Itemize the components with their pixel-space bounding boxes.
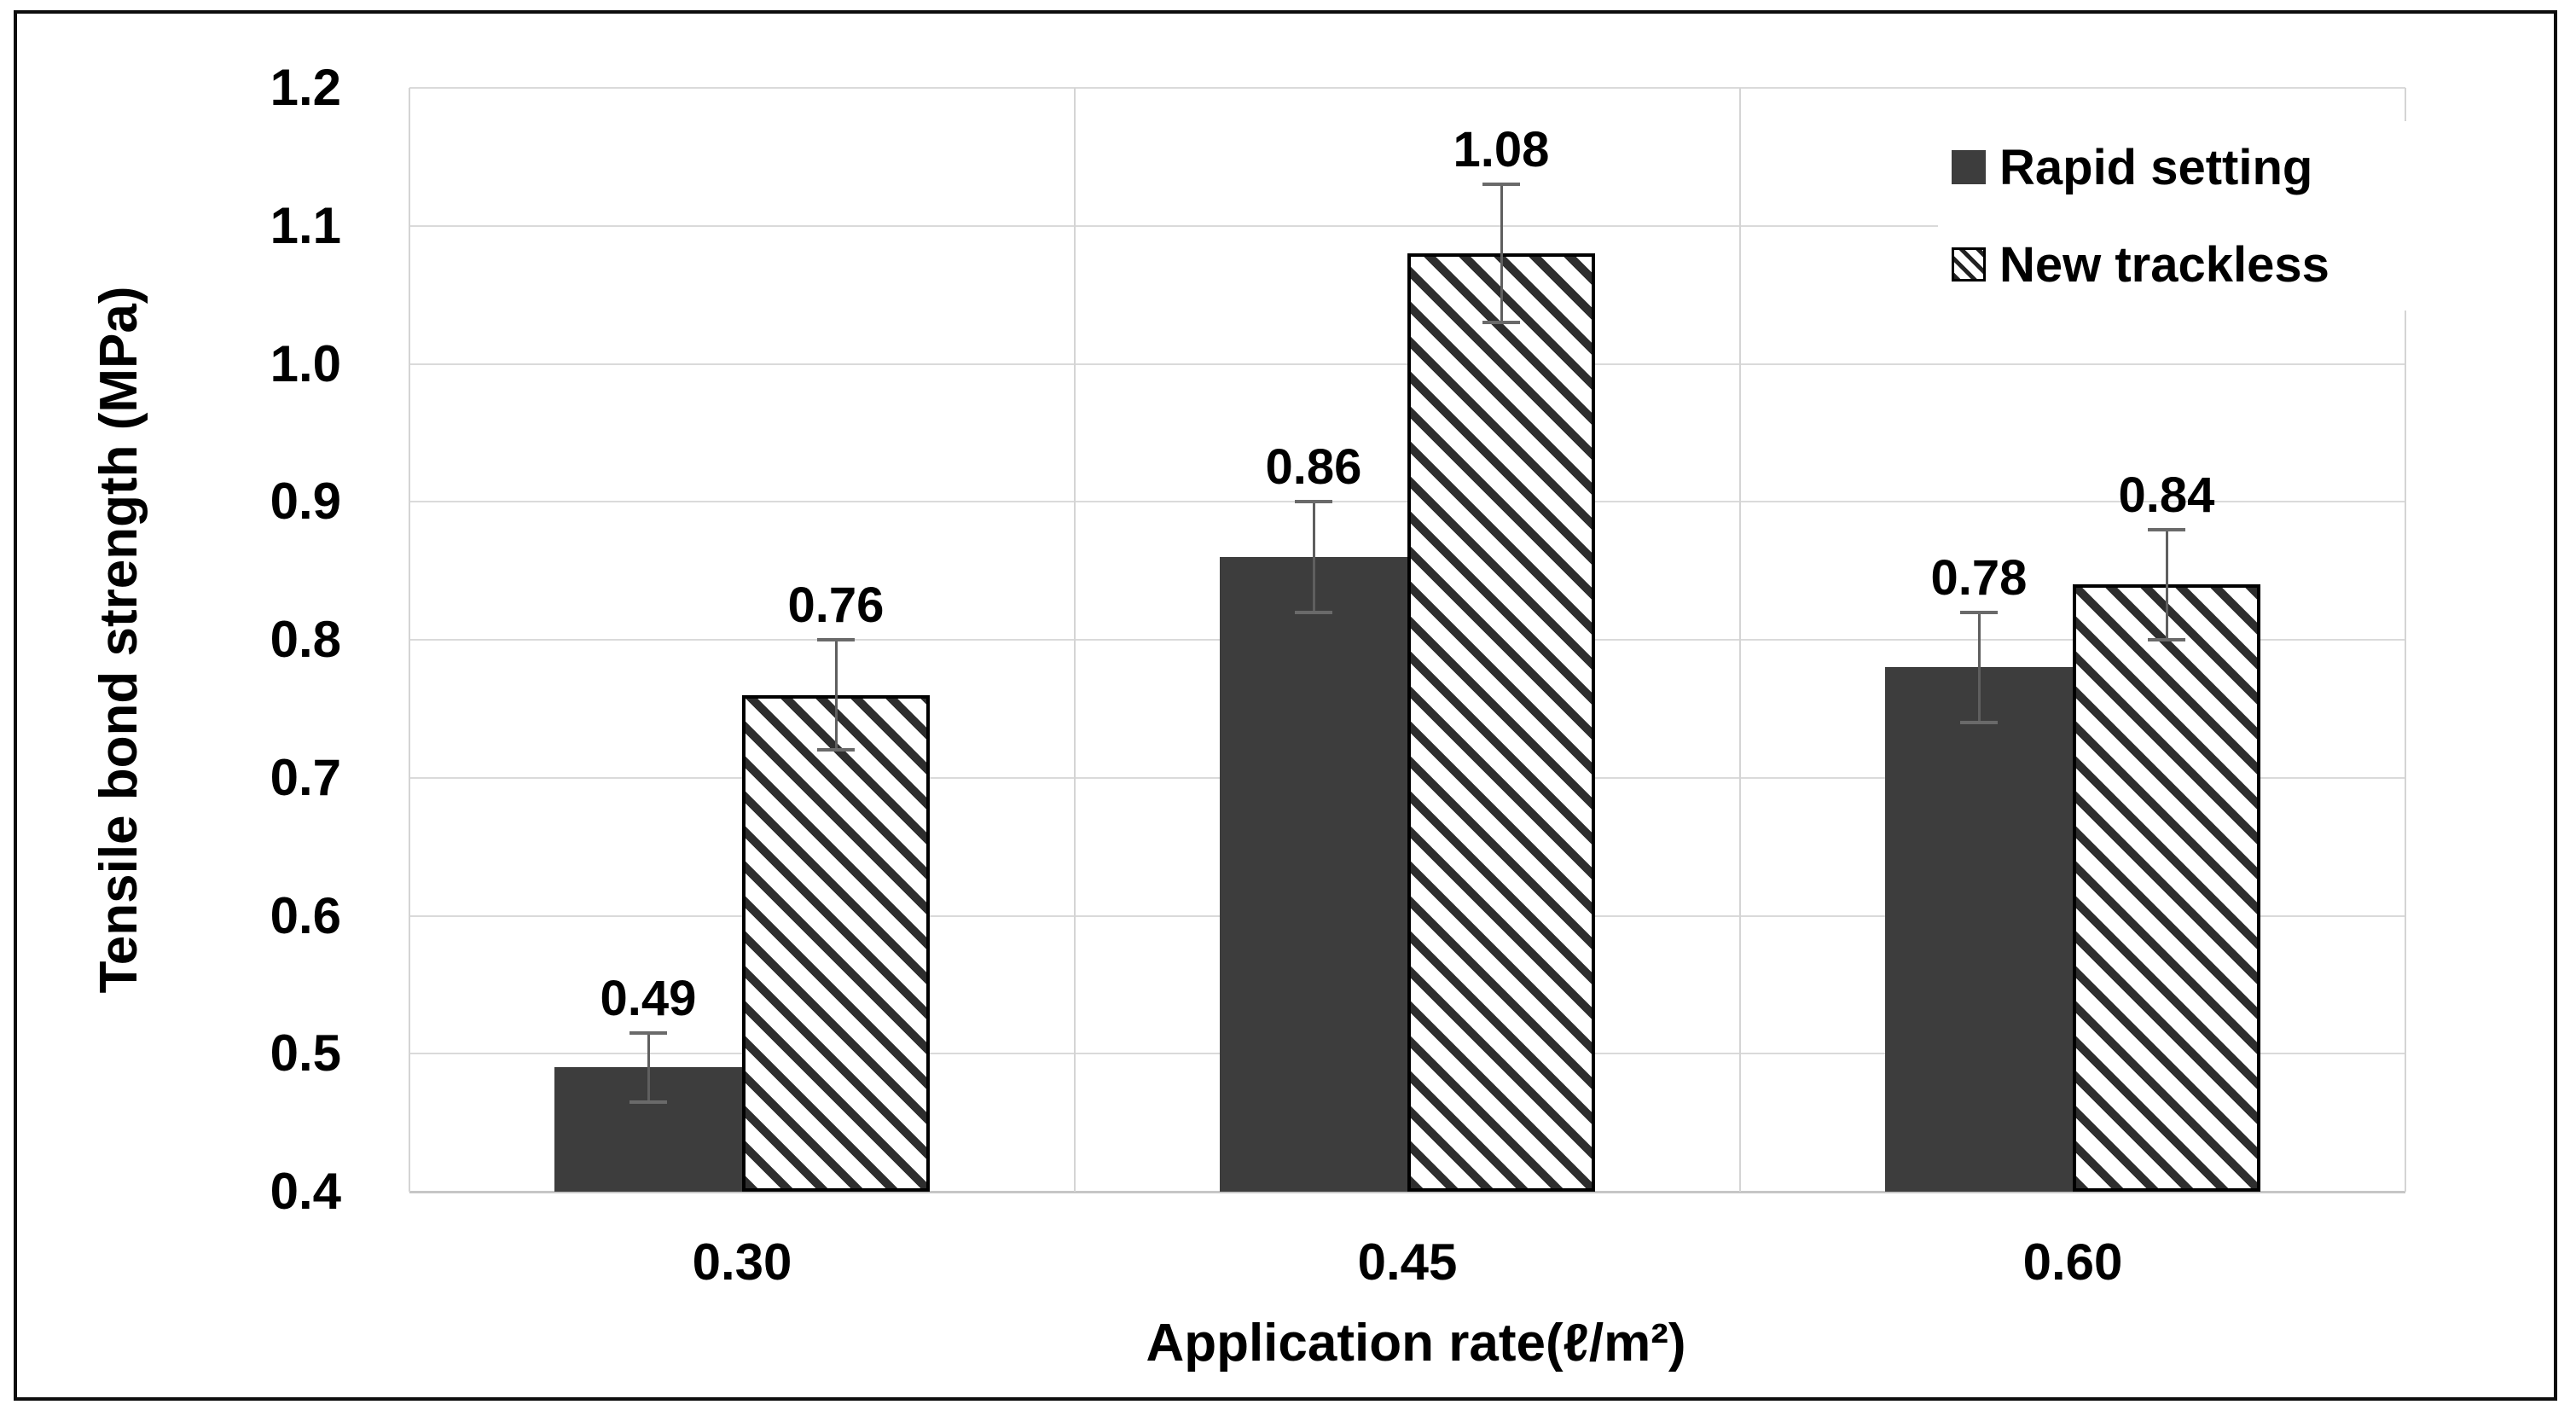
error-bar-cap [817, 638, 855, 641]
error-bar-cap [1960, 610, 1998, 614]
error-bar-cap [1482, 183, 1520, 187]
legend: Rapid setting New trackless [1938, 121, 2441, 311]
error-bar-cap [1295, 500, 1332, 504]
category-separator-3 [2405, 88, 2406, 1192]
error-bar [1312, 502, 1315, 612]
y-tick-label-0.6: 0.6 [270, 886, 341, 944]
y-tick-label-0.8: 0.8 [270, 611, 341, 668]
error-bar-cap [629, 1100, 667, 1104]
error-bar-cap [817, 748, 855, 752]
bar-value-label: 1.08 [1453, 122, 1550, 178]
y-gridline-0.4 [409, 1191, 2405, 1193]
error-bar-cap [629, 1030, 667, 1035]
legend-swatch-hatched-icon [1952, 247, 1986, 281]
legend-item-new-trackless: New trackless [1938, 222, 2441, 307]
error-bar [2165, 529, 2168, 640]
error-bar-cap [2148, 527, 2185, 531]
error-bar [647, 1032, 650, 1102]
x-tick-label-0.60: 0.60 [2022, 1233, 2123, 1291]
bar-new-trackless-0.45 [1407, 253, 1595, 1192]
bar-value-label: 0.78 [1930, 549, 2028, 606]
bar-new-trackless-0.60 [2073, 584, 2260, 1192]
error-bar-cap [2148, 638, 2185, 641]
chart-frame [14, 10, 2557, 1401]
y-gridline-1.1 [409, 224, 2405, 227]
bar-value-label: 0.84 [2118, 467, 2215, 523]
y-tick-label-0.9: 0.9 [270, 473, 341, 531]
bar-rapid-setting-0.45 [1220, 556, 1407, 1192]
error-bar [1977, 612, 1981, 723]
bar-new-trackless-0.30 [742, 694, 930, 1192]
plot-area [409, 87, 2406, 1193]
y-tick-label-1.0: 1.0 [270, 334, 341, 392]
y-tick-label-0.7: 0.7 [270, 748, 341, 806]
category-separator-1 [1074, 88, 1076, 1192]
x-axis-title: Application rate(ℓ/m²) [1146, 1314, 1686, 1373]
bar-rapid-setting-0.60 [1885, 667, 2073, 1192]
x-tick-label-0.45: 0.45 [1357, 1233, 1458, 1291]
x-tick-label-0.30: 0.30 [692, 1233, 792, 1291]
y-tick-label-1.1: 1.1 [270, 196, 341, 254]
y-tick-label-0.5: 0.5 [270, 1024, 341, 1082]
y-gridline-1.2 [409, 87, 2405, 89]
bar-value-label: 0.86 [1265, 439, 1362, 496]
bar-value-label: 0.49 [600, 970, 697, 1026]
error-bar [1500, 184, 1503, 322]
legend-swatch-solid-icon [1952, 150, 1986, 184]
error-bar-cap [1482, 320, 1520, 324]
legend-item-rapid-setting: Rapid setting [1938, 125, 2441, 210]
legend-label-new-trackless: New trackless [1999, 236, 2329, 293]
category-separator-2 [1739, 88, 1741, 1192]
bar-value-label: 0.76 [787, 578, 885, 633]
error-bar [834, 640, 838, 751]
legend-label-rapid-setting: Rapid setting [1999, 139, 2313, 195]
error-bar-cap [1960, 721, 1998, 725]
y-tick-label-0.4: 0.4 [270, 1163, 341, 1220]
y-axis-line [409, 88, 410, 1192]
y-tick-label-1.2: 1.2 [270, 59, 341, 116]
error-bar-cap [1295, 610, 1332, 614]
